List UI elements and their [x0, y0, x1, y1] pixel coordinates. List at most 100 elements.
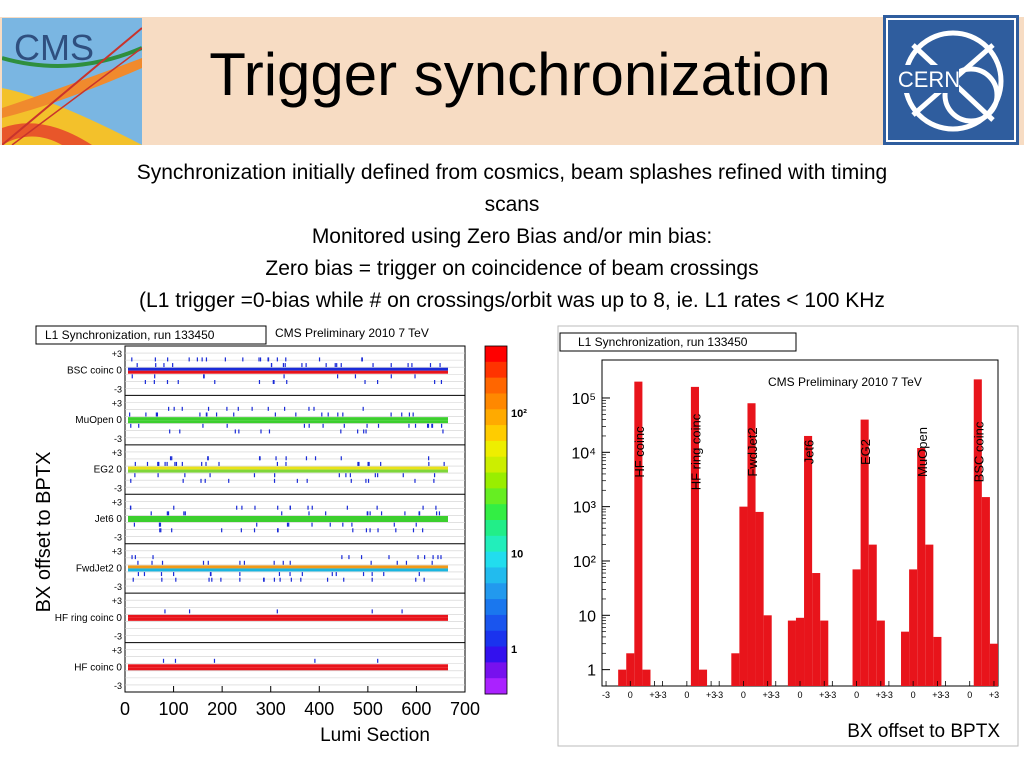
scatter-hit	[143, 572, 146, 577]
histogram-bar	[820, 620, 829, 686]
scatter-hit	[263, 577, 265, 582]
scatter-hit	[329, 522, 331, 527]
scatter-hit	[340, 456, 342, 461]
colorbar-segment	[485, 472, 507, 489]
x-tick-label: 0	[684, 690, 689, 700]
scatter-hit	[161, 560, 164, 565]
body-line: (L1 trigger =0-bias while # on crossings…	[139, 289, 885, 312]
scatter-hit	[131, 357, 133, 362]
scatter-hit	[342, 522, 344, 527]
scatter-hit	[284, 406, 286, 411]
scatter-hit	[341, 555, 343, 560]
scatter-hit	[282, 560, 284, 565]
scatter-hit	[273, 560, 275, 565]
y-tick-label: +3	[112, 349, 122, 359]
scatter-hit	[164, 609, 166, 614]
body-line: scans	[484, 193, 540, 216]
scatter-hit	[289, 505, 291, 510]
scatter-hit	[367, 478, 370, 483]
scatter-hit	[167, 511, 170, 516]
trigger-label: Jet6 0	[95, 514, 123, 525]
y-tick-label: +3	[112, 497, 122, 507]
histogram-bar	[973, 379, 982, 686]
left-chart-subtitle: CMS Preliminary 2010 7 TeV	[275, 326, 429, 340]
sync-band	[128, 519, 448, 522]
scatter-hit	[290, 577, 292, 582]
scatter-hit	[243, 560, 246, 565]
scatter-hit	[395, 528, 397, 533]
scatter-hit	[177, 380, 179, 385]
scatter-hit	[295, 412, 297, 417]
colorbar-segment	[485, 551, 507, 568]
scatter-hit	[343, 423, 345, 428]
scatter-hit	[236, 505, 238, 510]
scatter-hit	[253, 473, 256, 478]
scatter-hit	[183, 511, 185, 516]
scatter-hit	[181, 461, 183, 466]
scatter-hit	[372, 363, 374, 368]
group-label: HF coinc	[632, 426, 647, 478]
scatter-hit	[201, 461, 203, 466]
x-tick-label: +3	[649, 690, 659, 700]
x-tick-label: 0	[120, 699, 130, 719]
scatter-hit	[367, 511, 369, 516]
header-band	[0, 17, 1024, 145]
scatter-hit	[321, 412, 323, 417]
histogram-bar	[698, 669, 708, 686]
scatter-hit	[436, 511, 438, 516]
scatter-hit	[160, 572, 163, 577]
histogram-bar	[876, 620, 885, 686]
histogram-bar	[901, 631, 910, 686]
scatter-hit	[188, 357, 190, 362]
histogram-bar	[852, 569, 861, 686]
scatter-hit	[282, 363, 285, 368]
scatter-hit	[251, 406, 253, 411]
left-x-axis: 0 100 200 300 400 500 600 700	[120, 686, 480, 719]
scatter-hit	[308, 423, 310, 428]
scatter-hit	[376, 505, 378, 510]
y-tick-label: +3	[112, 398, 122, 408]
colorbar-segment	[485, 614, 507, 632]
x-tick-label: -3	[828, 690, 836, 700]
scatter-hit	[206, 412, 208, 417]
scatter-hit	[181, 406, 183, 411]
scatter-hit	[419, 511, 421, 516]
scatter-hit	[259, 456, 261, 461]
scatter-hit	[267, 357, 269, 362]
scatter-hit	[325, 511, 327, 516]
scatter-hit	[325, 363, 327, 368]
body-line: Monitored using Zero Bias and/or min bia…	[311, 225, 713, 248]
scatter-hit	[277, 505, 279, 510]
scatter-hit	[256, 522, 258, 527]
scatter-hit	[254, 505, 256, 510]
scatter-hit	[435, 505, 437, 510]
scatter-hit	[414, 374, 416, 379]
scatter-hit	[434, 380, 436, 385]
scatter-hit	[144, 380, 146, 385]
scatter-hit	[286, 380, 288, 385]
scatter-hit	[346, 505, 348, 510]
scatter-hit	[440, 380, 443, 385]
scatter-hit	[340, 363, 342, 368]
scatter-hit	[150, 511, 152, 516]
scatter-hit	[275, 456, 277, 461]
scatter-hit	[422, 505, 424, 510]
histogram-bar	[618, 669, 627, 686]
scatter-hit	[133, 522, 135, 527]
scatter-hit	[131, 374, 133, 379]
scatter-hit	[361, 357, 363, 362]
histogram-bar	[925, 544, 934, 686]
scatter-hit	[368, 461, 370, 466]
scatter-hit	[239, 560, 241, 565]
scatter-hit	[307, 505, 309, 510]
scatter-hit	[214, 380, 216, 385]
trigger-label: EG2 0	[94, 465, 123, 476]
scatter-hit	[175, 461, 178, 466]
y-tick-label: -3	[114, 533, 122, 543]
colorbar-segment	[485, 440, 507, 458]
y-tick-label: -3	[114, 483, 122, 493]
scatter-hit	[349, 473, 351, 478]
histogram-bar	[909, 569, 918, 686]
colorbar: 1 10 10²	[484, 345, 527, 695]
y-tick-label: -3	[114, 632, 122, 642]
